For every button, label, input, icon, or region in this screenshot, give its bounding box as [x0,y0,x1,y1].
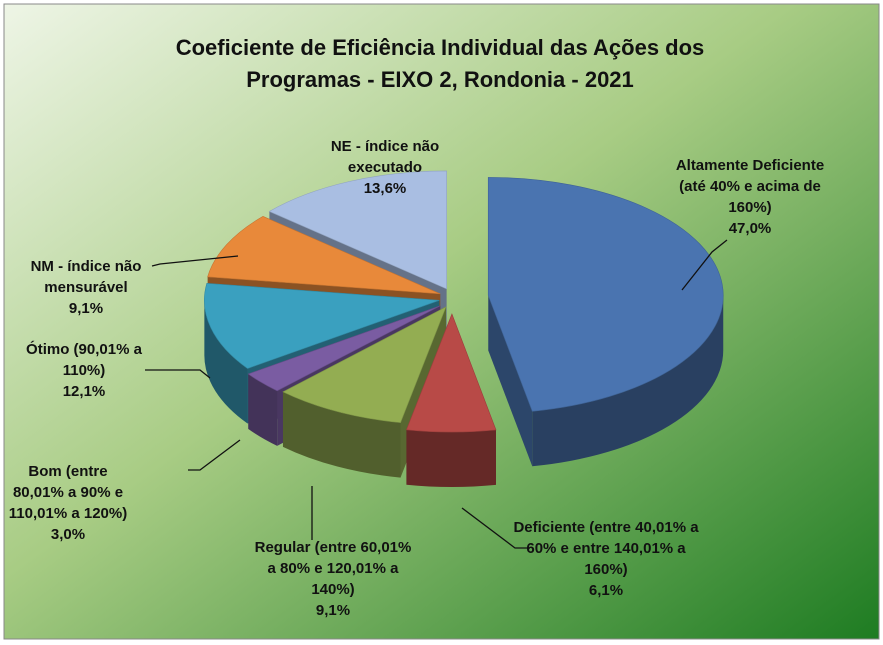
leader-line [461,507,530,549]
slice-label: Ótimo (90,01% a 110%) 12,1% [24,339,144,402]
slice-label: NM - índice não mensurável 9,1% [16,256,156,319]
slice [207,216,441,295]
value-label: 47,0% [728,220,772,237]
slice [204,283,440,369]
slice-label: Altamente Deficiente (até 40% e acima de… [670,155,830,239]
category-label: Regular (entre 60,01% a 80% e 120,01% a … [254,539,412,598]
slice [282,306,447,423]
leader-line [151,255,239,267]
category-label: Deficiente (entre 40,01% a 60% e entre 1… [513,519,699,578]
slice-wall [406,429,496,487]
category-label: NM - índice não mensurável [30,258,142,296]
category-label: Altamente Deficiente (até 40% e acima de… [675,157,825,216]
value-label: 13,6% [363,180,407,197]
leader-line [188,439,241,471]
category-label: Ótimo (90,01% a 110%) [26,341,142,379]
value-label: 3,0% [50,526,86,543]
slice-wall [204,300,248,424]
category-label: Bom (entre 80,01% a 90% e 110,01% a 120%… [8,463,128,522]
slice-wall [248,373,278,446]
pie [204,170,724,487]
slice-label: Bom (entre 80,01% a 90% e 110,01% a 120%… [3,461,133,545]
category-label: NE - índice não executado [330,138,440,176]
slice-label: NE - índice não executado 13,6% [315,136,455,199]
leader-lines [145,239,728,549]
slice [487,177,724,412]
value-label: 12,1% [62,383,106,400]
leader-line [681,239,728,291]
slice-wall [282,391,401,478]
value-label: 6,1% [588,582,624,599]
slice-label: Deficiente (entre 40,01% a 60% e entre 1… [511,517,701,601]
chart-title: Coeficiente de Eficiência Individual das… [175,35,705,92]
slice-wall [532,295,724,467]
value-label: 9,1% [68,300,104,317]
slice [247,305,441,392]
value-label: 9,1% [315,602,351,619]
slice-label: Regular (entre 60,01% a 80% e 120,01% a … [253,537,413,621]
leader-line [145,369,211,379]
slice-side [488,295,533,467]
slice [406,313,497,433]
slice [268,170,447,290]
